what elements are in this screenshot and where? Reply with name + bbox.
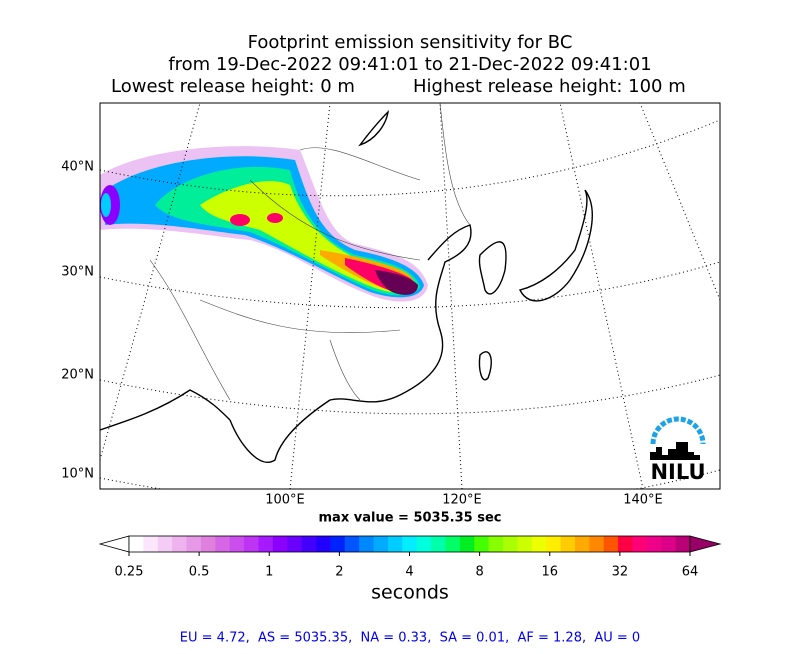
lat-label: 40°N — [61, 160, 94, 175]
colorbar-tick-label: 8 — [475, 565, 483, 580]
colorbar-segment — [258, 536, 274, 552]
colorbar-segment — [531, 536, 547, 552]
logo: NILU — [650, 416, 706, 484]
colorbar-segment — [129, 536, 144, 552]
plume — [100, 146, 428, 302]
colorbar-segment — [316, 536, 331, 552]
colorbar-segment — [272, 536, 288, 552]
meridian — [289, 103, 331, 489]
colorbar-label: seconds — [371, 582, 449, 604]
lat-label: 10°N — [61, 467, 94, 482]
colorbar-segment — [387, 536, 403, 552]
parallel — [100, 261, 720, 309]
colorbar-segment — [632, 536, 648, 552]
colorbar-tick-label: 0.25 — [115, 565, 144, 580]
colorbar-segment — [589, 536, 605, 552]
colorbar-segment — [143, 536, 159, 552]
colorbar-segment — [229, 536, 245, 552]
colorbar-segment — [215, 536, 231, 552]
footer: EU = 4.72, AS = 5035.35, NA = 0.33, SA =… — [180, 631, 640, 646]
colorbar-segment — [546, 536, 562, 552]
colorbar-tick-label: 64 — [682, 565, 699, 580]
colorbar-extend — [98, 535, 130, 553]
release-high: Highest release height: 100 m — [413, 76, 686, 97]
lon-label: 120°E — [442, 493, 482, 508]
lat-label: 30°N — [61, 265, 94, 280]
colorbar-segment — [618, 536, 633, 552]
subtitle: from 19-Dec-2022 09:41:01 to 21-Dec-2022… — [168, 54, 651, 75]
colorbar-segment — [517, 536, 533, 552]
colorbar-extend — [689, 535, 722, 553]
colorbar-segment — [603, 536, 619, 552]
colorbar-tick-label: 0.5 — [189, 565, 210, 580]
colorbar-segment — [244, 536, 259, 552]
meridian — [439, 103, 463, 489]
colorbar-segment — [186, 536, 202, 552]
colorbar-segment — [301, 536, 317, 552]
colorbar-tick-label: 2 — [335, 565, 343, 580]
colorbar-segment — [431, 536, 446, 552]
colorbar-segment — [373, 536, 389, 552]
colorbar-segment — [661, 536, 677, 552]
lon-label: 100°E — [265, 493, 305, 508]
colorbar-segment — [488, 536, 504, 552]
colorbar-segment — [474, 536, 490, 552]
colorbar-segment — [200, 536, 216, 552]
lat-label: 20°N — [61, 368, 94, 383]
colorbar-segment — [560, 536, 576, 552]
colorbar-tick-label: 16 — [541, 565, 558, 580]
title: Footprint emission sensitivity for BC — [248, 32, 573, 53]
meridian — [100, 103, 201, 461]
colorbar-segment — [330, 536, 346, 552]
colorbar-segment — [172, 536, 188, 552]
colorbar-tick-label: 4 — [405, 565, 413, 580]
colorbar-segment — [459, 536, 475, 552]
logo-text: NILU — [650, 460, 705, 484]
colorbar-segment — [646, 536, 662, 552]
release-low: Lowest release height: 0 m — [111, 76, 355, 97]
colorbar-segment — [416, 536, 432, 552]
colorbar-segment — [287, 536, 303, 552]
map-frame — [99, 102, 721, 490]
colorbar-segment — [359, 536, 375, 552]
colorbar-segment — [675, 536, 691, 552]
colorbar-segment — [574, 536, 590, 552]
map — [100, 103, 720, 489]
meridian — [559, 103, 644, 489]
colorbar-tick-label: 1 — [265, 565, 273, 580]
colorbar-segment — [445, 536, 461, 552]
colorbar-tick-label: 32 — [612, 565, 629, 580]
colorbar-segment — [157, 536, 173, 552]
max-label: max value = 5035.35 sec — [319, 511, 502, 526]
parallel — [100, 374, 720, 415]
colorbar-segment — [503, 536, 518, 552]
colorbar-segment — [344, 536, 360, 552]
colorbar-segment — [402, 536, 418, 552]
lon-label: 140°E — [623, 493, 663, 508]
meridian — [639, 103, 720, 301]
